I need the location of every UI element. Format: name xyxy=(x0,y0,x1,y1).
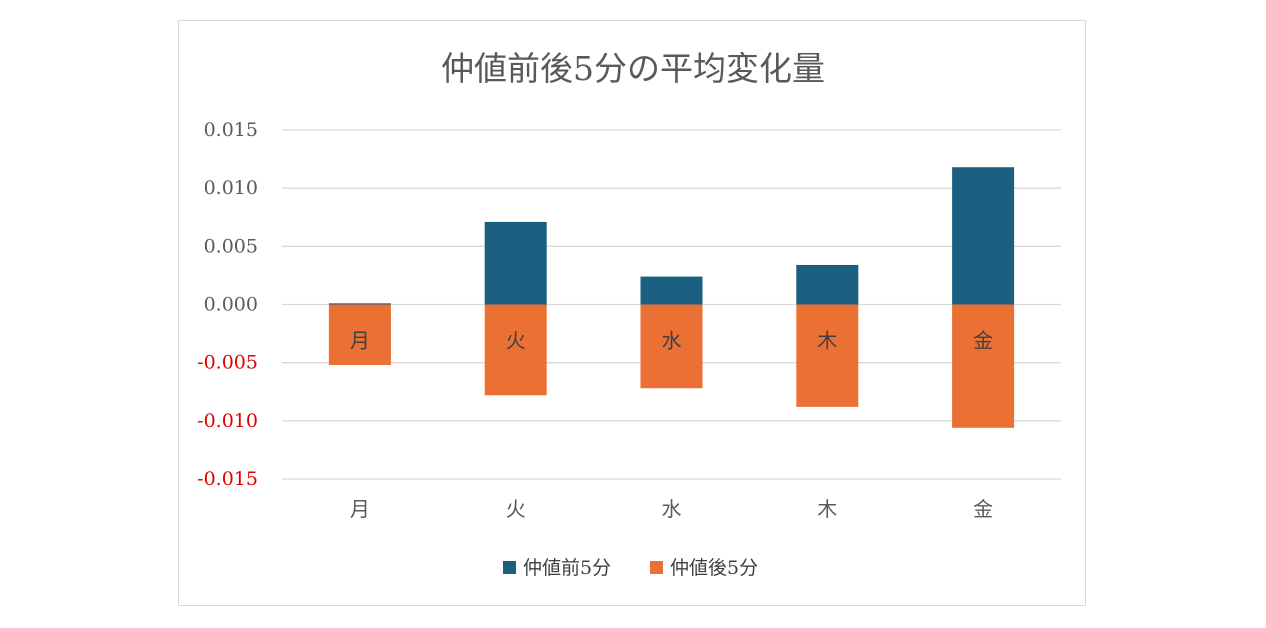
legend-swatch-series-2 xyxy=(650,561,663,574)
bar-after-3 xyxy=(640,304,703,389)
bar-before-2 xyxy=(484,221,547,305)
chart-frame: 仲値前後5分の平均変化量 0.015 0.010 0.005 0.000 -0.005 -… xyxy=(178,20,1086,606)
chart-title: 仲値前後5分の平均変化量 xyxy=(441,49,825,88)
y-tick-label: 0.015 xyxy=(204,119,258,141)
x-category-label: 金 xyxy=(973,497,993,521)
bar-after-4 xyxy=(796,304,859,407)
bar-inline-label: 金 xyxy=(973,329,993,353)
y-tick-label: 0.005 xyxy=(204,235,258,257)
bars: 月火水木金 xyxy=(328,167,1015,428)
bar-inline-label: 火 xyxy=(506,329,526,353)
bar-inline-label: 木 xyxy=(817,329,837,353)
y-tick-label: -0.015 xyxy=(197,468,258,490)
bar-inline-label: 水 xyxy=(662,329,682,353)
bar-after-1 xyxy=(328,304,391,365)
bar-inline-label: 月 xyxy=(350,329,370,353)
x-axis-labels: 月火水木金 xyxy=(350,497,993,521)
y-axis-ticks: 0.015 0.010 0.005 0.000 -0.005 -0.010 -0.015 xyxy=(197,119,258,490)
y-tick-label: -0.005 xyxy=(197,352,258,374)
bar-after-5 xyxy=(952,304,1015,428)
legend-swatch-series-1 xyxy=(503,561,516,574)
x-category-label: 水 xyxy=(662,497,682,521)
chart-canvas: 仲値前後5分の平均変化量 0.015 0.010 0.005 0.000 -0.005 -… xyxy=(197,49,1061,579)
x-category-label: 月 xyxy=(350,497,370,521)
x-category-label: 火 xyxy=(506,497,526,521)
y-tick-label: 0.010 xyxy=(204,177,258,199)
x-category-label: 木 xyxy=(817,497,837,521)
bar-before-1 xyxy=(328,303,391,305)
bar-before-3 xyxy=(640,276,703,305)
legend: 仲値前5分 仲値後5分 xyxy=(503,557,758,579)
y-tick-label: -0.010 xyxy=(197,410,258,432)
bar-before-4 xyxy=(796,264,859,305)
bar-after-2 xyxy=(484,304,547,396)
y-tick-label: 0.000 xyxy=(204,294,258,316)
bar-before-5 xyxy=(952,167,1015,305)
legend-label-series-1: 仲値前5分 xyxy=(523,557,611,579)
legend-label-series-2: 仲値後5分 xyxy=(670,557,758,579)
